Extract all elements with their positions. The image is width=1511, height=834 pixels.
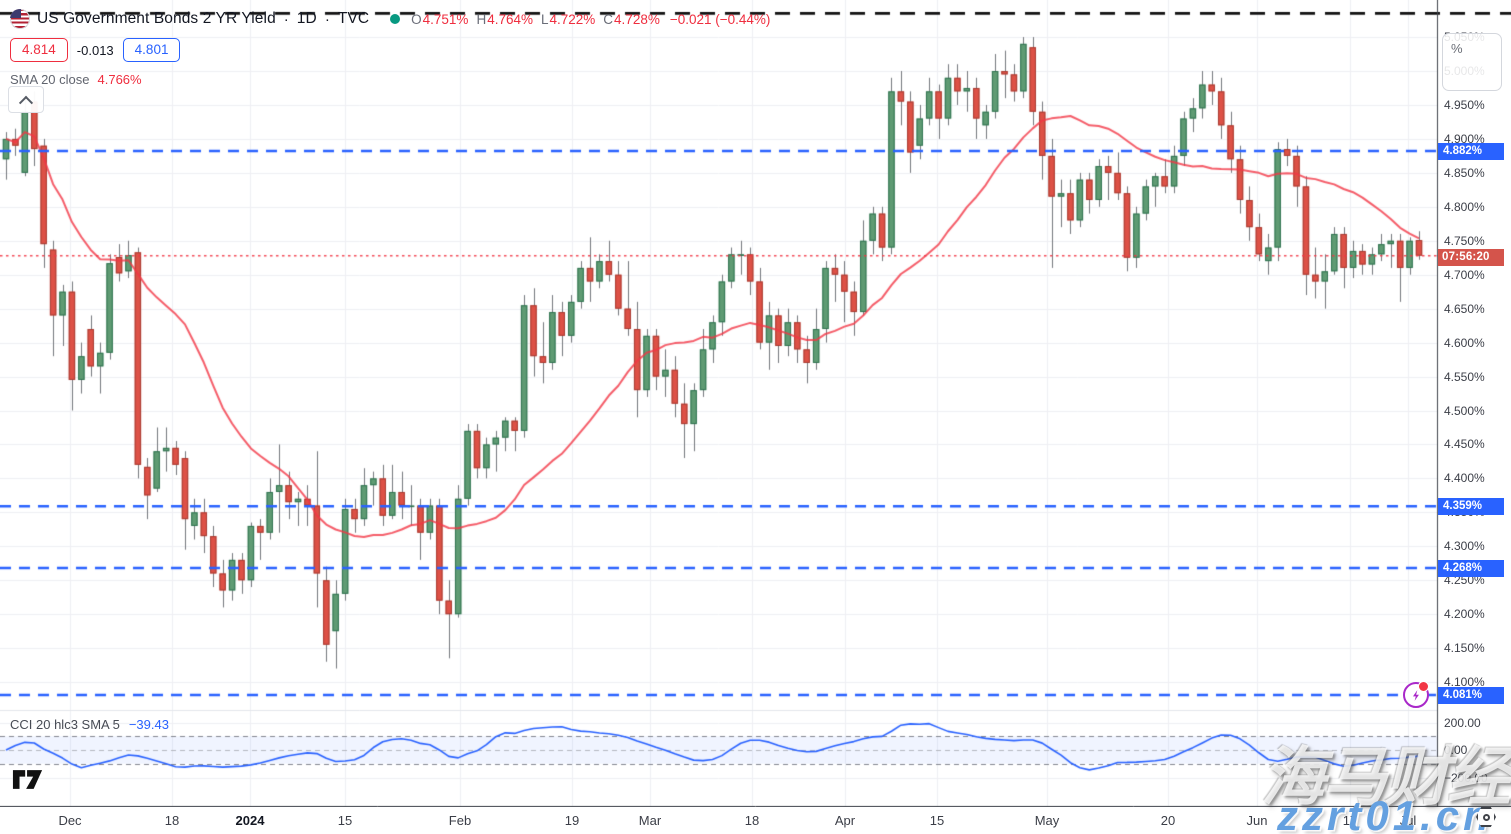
alert-notification-dot bbox=[1418, 681, 1429, 692]
bar-close-countdown: 07:56:20 bbox=[1438, 248, 1504, 266]
time-axis-label: 15 bbox=[337, 813, 353, 828]
price-axis-label: 4.800% bbox=[1444, 199, 1485, 214]
market-status-icon[interactable] bbox=[390, 14, 401, 24]
sell-button[interactable]: 4.814 bbox=[10, 38, 68, 62]
exchange-label[interactable]: TVC bbox=[337, 10, 370, 27]
price-axis-label: 4.750% bbox=[1444, 233, 1485, 248]
ohlc-readout: O4.751% H4.764% L4.722% C4.728% −0.021 (… bbox=[411, 11, 771, 27]
price-axis-label: 4.850% bbox=[1444, 165, 1485, 180]
time-axis-label: Feb bbox=[448, 813, 472, 828]
collapse-pane-button[interactable] bbox=[8, 86, 44, 113]
close-value: 4.728% bbox=[614, 11, 660, 27]
time-axis-label: 19 bbox=[564, 813, 580, 828]
percent-scale-button[interactable]: % bbox=[1442, 33, 1502, 91]
high-value: 4.764% bbox=[487, 11, 533, 27]
price-axis-label: 4.700% bbox=[1444, 267, 1485, 282]
price-axis-label: 4.400% bbox=[1444, 471, 1485, 486]
chart-legend: US Government Bonds 2 YR Yield · 1D · TV… bbox=[10, 8, 770, 87]
time-axis-label: Dec bbox=[58, 813, 82, 828]
level-price-label: 4.359% bbox=[1438, 497, 1504, 515]
level-price-label: 4.268% bbox=[1438, 559, 1504, 577]
time-axis-label: 15 bbox=[929, 813, 945, 828]
low-value: 4.722% bbox=[549, 11, 596, 27]
price-axis-label: 4.500% bbox=[1444, 403, 1485, 418]
cci-legend-value: −39.43 bbox=[128, 717, 169, 732]
price-axis-label: 4.950% bbox=[1444, 97, 1485, 112]
open-value: 4.751% bbox=[422, 11, 469, 27]
cci-legend-label[interactable]: CCI 20 hlc3 SMA 5 bbox=[10, 717, 120, 732]
price-axis-label: 4.650% bbox=[1444, 301, 1485, 316]
chevron-up-icon bbox=[18, 95, 34, 110]
title-separator: · bbox=[283, 10, 289, 28]
time-axis-label: 18 bbox=[164, 813, 180, 828]
sma-legend-value: 4.766% bbox=[97, 72, 142, 87]
spread-value: -0.013 bbox=[76, 42, 114, 58]
time-axis-label: Apr bbox=[834, 813, 856, 828]
symbol-title[interactable]: US Government Bonds 2 YR Yield bbox=[37, 10, 276, 27]
time-axis-label: 20 bbox=[1160, 813, 1176, 828]
title-separator: · bbox=[324, 10, 330, 28]
cci-axis-label: 0.00 bbox=[1444, 743, 1468, 757]
price-alert-icon[interactable] bbox=[1403, 681, 1429, 708]
time-axis-label: Mar bbox=[638, 813, 662, 828]
cci-axis-label: 200.00 bbox=[1444, 715, 1481, 730]
tradingview-logo[interactable] bbox=[12, 768, 44, 796]
level-price-label: 4.081% bbox=[1438, 686, 1504, 704]
price-axis-label: 4.900% bbox=[1444, 131, 1485, 146]
price-axis-label: 4.100% bbox=[1444, 675, 1485, 690]
buy-button[interactable]: 4.801 bbox=[122, 38, 181, 62]
time-axis-label: 17 bbox=[1342, 813, 1358, 828]
price-axis-label: 4.150% bbox=[1444, 641, 1485, 656]
price-axis-label: 4.300% bbox=[1444, 539, 1485, 554]
us-flag-icon bbox=[10, 9, 30, 29]
price-axis-label: 4.600% bbox=[1444, 335, 1485, 350]
price-axis-label: 4.450% bbox=[1444, 437, 1485, 452]
price-axis[interactable]: % 5.050%5.000%4.950%4.900%4.850%4.800%4.… bbox=[1438, 0, 1511, 806]
price-axis-label: 4.550% bbox=[1444, 369, 1485, 384]
gear-icon bbox=[1476, 807, 1496, 827]
interval-label[interactable]: 1D bbox=[296, 10, 317, 27]
sma-legend-label[interactable]: SMA 20 close bbox=[10, 72, 90, 87]
price-axis-label: 4.200% bbox=[1444, 607, 1485, 622]
price-axis-label: 4.250% bbox=[1444, 573, 1485, 588]
change-value: −0.021 (−0.44%) bbox=[669, 11, 771, 27]
lightning-icon bbox=[1412, 689, 1419, 701]
time-axis-label: 18 bbox=[744, 813, 760, 828]
time-axis[interactable]: Dec 18 2024 15 Feb 19 Mar 18 Apr 15 May 20 Jun 17 Jul bbox=[0, 807, 1511, 834]
time-axis-label: Jul bbox=[1399, 813, 1417, 828]
time-axis-label: May bbox=[1034, 813, 1060, 828]
cci-axis-label: −200.00 bbox=[1444, 770, 1488, 785]
level-price-label: 4.882% bbox=[1438, 142, 1504, 160]
time-axis-label: 2024 bbox=[235, 813, 265, 828]
time-axis-label: Jun bbox=[1246, 813, 1268, 828]
